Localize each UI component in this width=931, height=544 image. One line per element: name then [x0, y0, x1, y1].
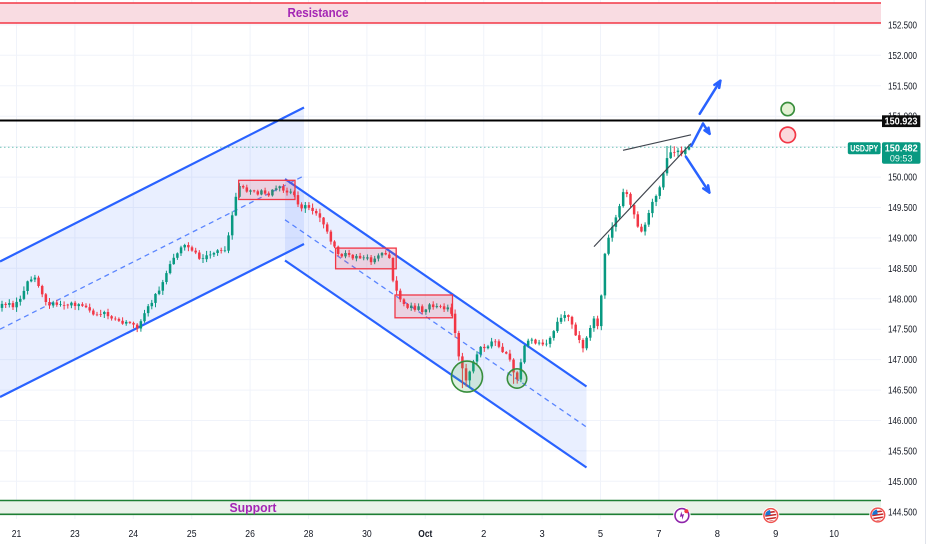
svg-text:USDJPY: USDJPY — [850, 143, 878, 154]
svg-text:Resistance: Resistance — [288, 5, 349, 20]
svg-text:3: 3 — [540, 529, 546, 540]
svg-text:152.500: 152.500 — [888, 21, 917, 32]
svg-text:2: 2 — [481, 529, 487, 540]
svg-text:149.500: 149.500 — [888, 203, 917, 214]
svg-text:30: 30 — [362, 529, 372, 540]
svg-text:23: 23 — [70, 529, 80, 540]
svg-text:21: 21 — [12, 529, 22, 540]
svg-text:26: 26 — [245, 529, 255, 540]
svg-text:145.500: 145.500 — [888, 446, 917, 457]
svg-text:146.500: 146.500 — [888, 386, 917, 397]
svg-text:151.500: 151.500 — [888, 81, 917, 92]
svg-text:Oct: Oct — [418, 529, 433, 540]
svg-text:149.000: 149.000 — [888, 234, 917, 245]
svg-text:144.500: 144.500 — [888, 507, 917, 518]
svg-text:28: 28 — [304, 529, 314, 540]
svg-text:8: 8 — [715, 529, 721, 540]
svg-text:Support: Support — [230, 500, 278, 515]
svg-text:148.000: 148.000 — [888, 294, 917, 305]
svg-text:10: 10 — [829, 529, 839, 540]
svg-text:150.482: 150.482 — [885, 144, 918, 155]
svg-text:09:53: 09:53 — [890, 154, 913, 164]
svg-text:7: 7 — [656, 529, 662, 540]
svg-text:150.000: 150.000 — [888, 173, 917, 184]
svg-text:5: 5 — [598, 529, 604, 540]
svg-text:24: 24 — [129, 529, 139, 540]
svg-text:146.000: 146.000 — [888, 416, 917, 427]
svg-text:148.500: 148.500 — [888, 264, 917, 275]
svg-text:147.500: 147.500 — [888, 325, 917, 336]
svg-text:9: 9 — [773, 529, 779, 540]
svg-text:25: 25 — [187, 529, 197, 540]
svg-text:145.000: 145.000 — [888, 477, 917, 488]
svg-text:150.923: 150.923 — [885, 116, 918, 127]
svg-text:152.000: 152.000 — [888, 51, 917, 62]
svg-text:147.000: 147.000 — [888, 355, 917, 366]
